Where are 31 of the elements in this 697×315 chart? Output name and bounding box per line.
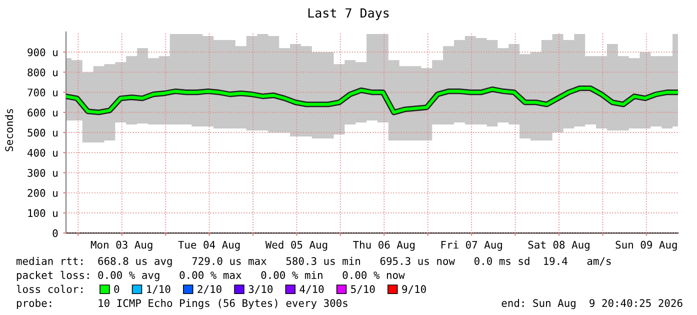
x-tick-label: Mon 03 Aug [90, 240, 152, 251]
y-tick-label: 800 u [28, 68, 58, 76]
x-tick-label: Thu 06 Aug [353, 240, 415, 251]
text: packet loss: 0.00 % avg 0.00 % max 0.00 % min 0.00 % now [16, 270, 405, 282]
legend-label: 2/10 [198, 285, 222, 294]
legend-label: 0 [114, 285, 120, 294]
y-tick-label: 400 u [28, 148, 58, 157]
y-tick-label: 500 u [28, 128, 58, 137]
legend-label: 5/10 [351, 285, 375, 294]
x-tick-label: Fri 07 Aug [441, 240, 502, 251]
text: median rtt: 668.8 us avg 729.0 us max 580.3 us min 695.3 us now 0.0 ms sd 19.4 am/s [16, 256, 611, 268]
text: probe: 10 ICMP Echo Pings (56 Bytes) every 300s [16, 298, 348, 310]
y-tick-label: 600 u [28, 108, 58, 117]
y-tick-label: 900 u [28, 48, 58, 56]
y-tick-label: 300 u [28, 168, 58, 177]
y-tick-label: 100 u [28, 209, 58, 218]
legend-label: 1/10 [147, 285, 170, 294]
y-axis-title: Seconds [4, 109, 14, 152]
y-tick-label: 200 u [28, 189, 58, 197]
legend-title: loss color: [16, 284, 82, 294]
chart-title: Last 7 Days [308, 8, 389, 20]
y-tick-label: 0 [52, 229, 58, 238]
x-tick-label: Sun 09 Aug [616, 240, 677, 251]
legend-label: 9/10 [402, 285, 426, 294]
x-tick-label: Sat 08 Aug [528, 240, 590, 251]
text: end: Sun Aug 9 20:40:25 2026 [502, 298, 682, 310]
legend-label: 4/10 [300, 285, 324, 294]
legend-label: 3/10 [248, 285, 273, 294]
x-tick-label: Wed 05 Aug [265, 240, 328, 251]
y-tick-label: 700 u [28, 88, 58, 96]
x-tick-label: Tue 04 Aug [178, 240, 240, 251]
